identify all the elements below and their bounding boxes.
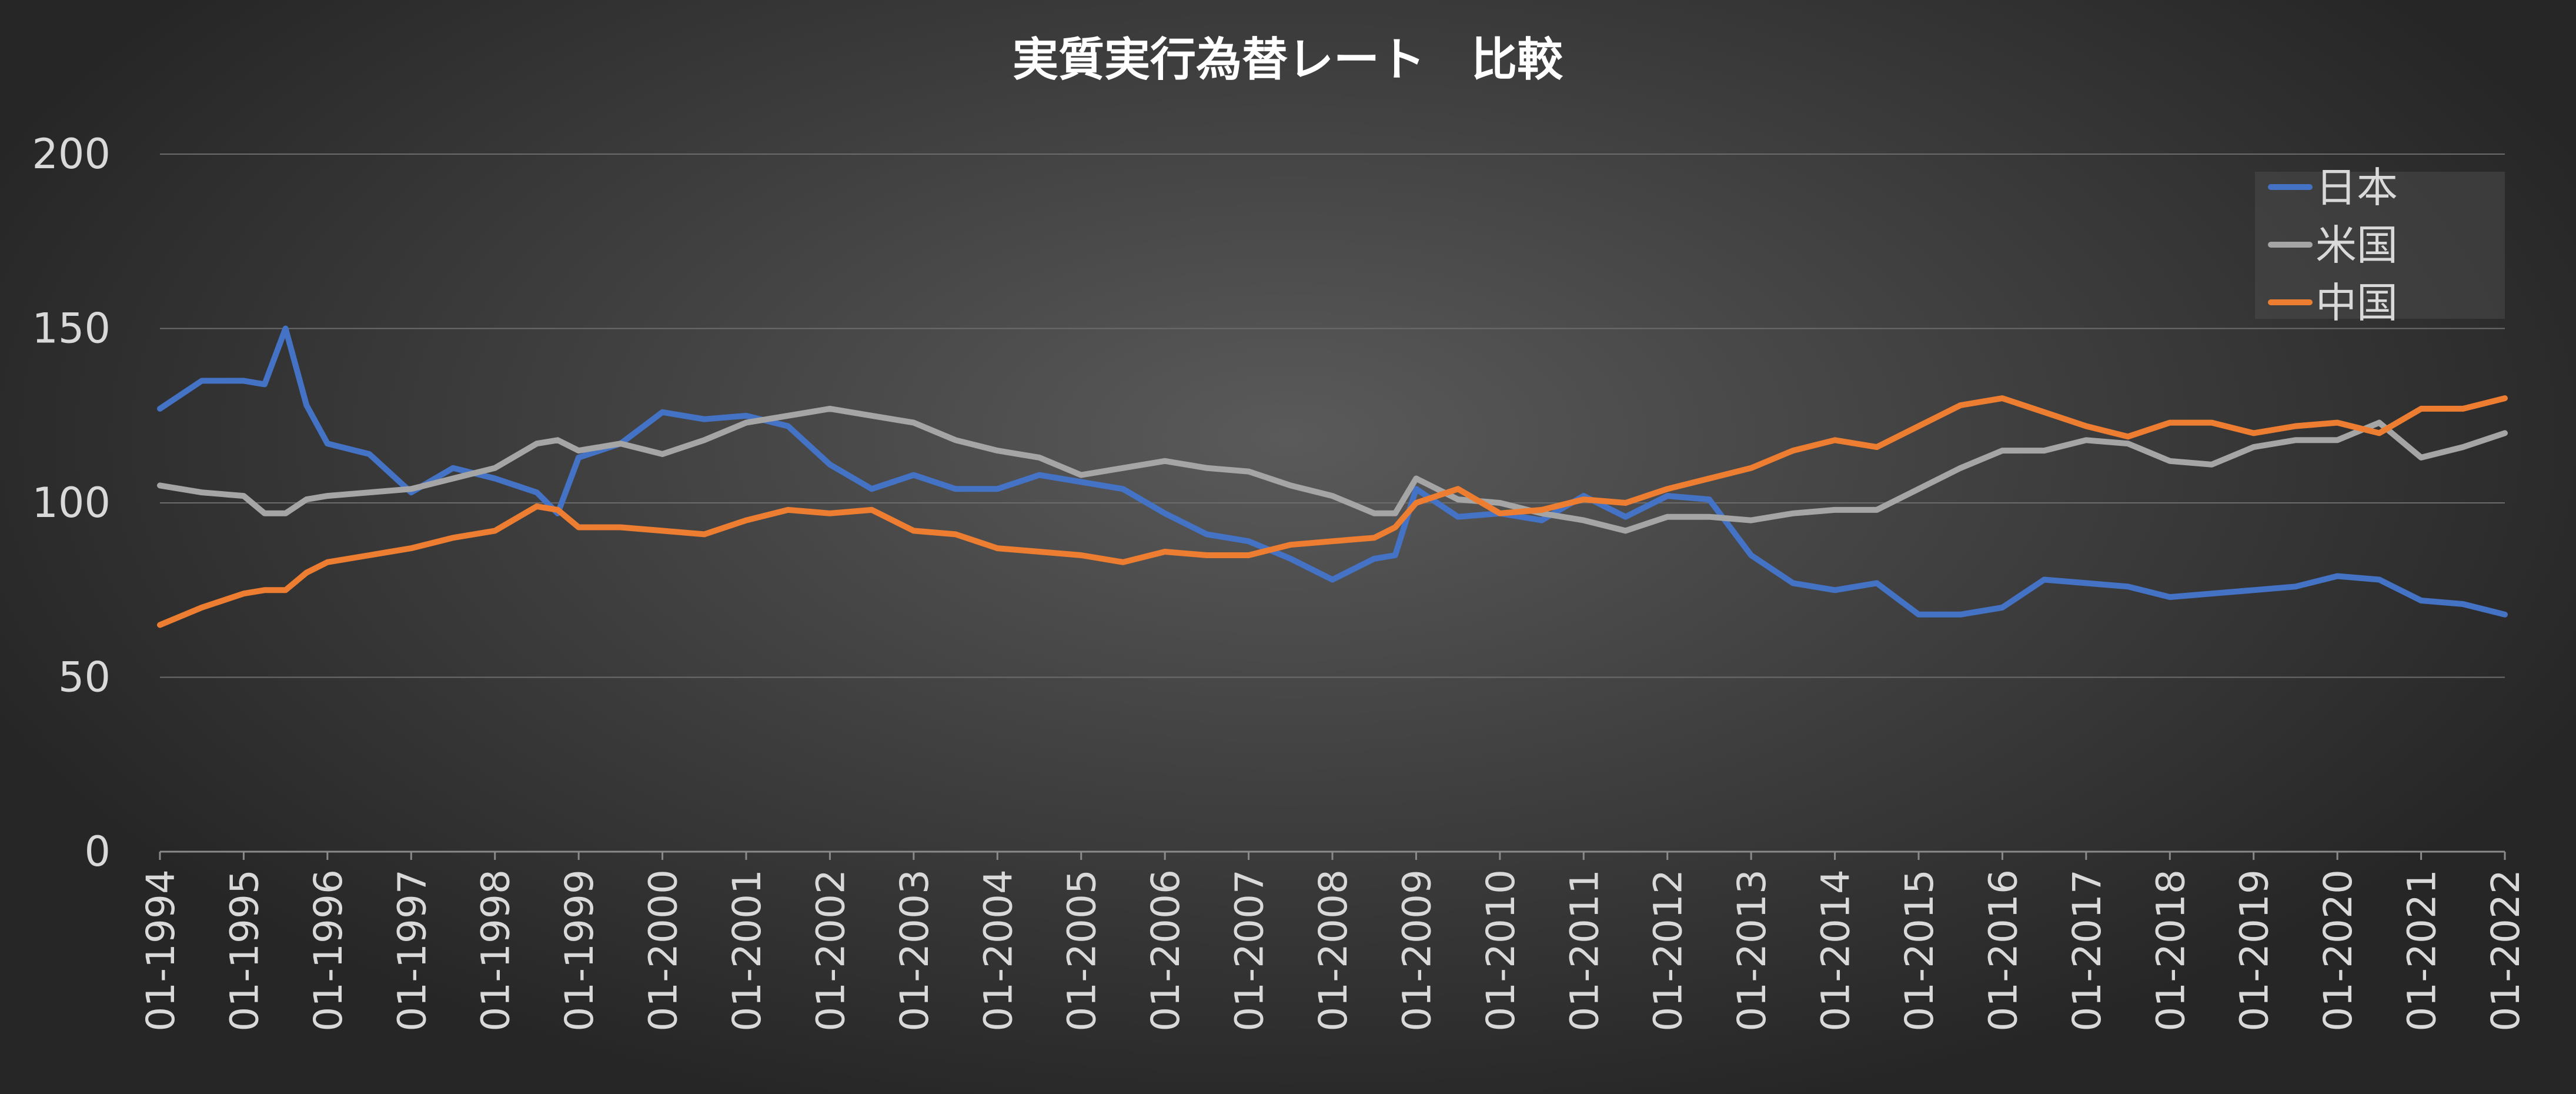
x-tick-label: 01-2016 [1980,869,2026,1032]
x-axis-ticks: 01-1994 01-1995 01-1996 01-1997 01-1998 01-19… [138,852,2528,1032]
series-lines [157,325,2508,628]
x-tick-label: 01-2019 [2232,869,2277,1032]
x-tick-label: 01-2001 [724,869,770,1032]
x-tick-label: 01-1998 [473,869,519,1032]
x-tick-label: 01-2000 [641,869,686,1032]
y-tick-label: 200 [32,130,111,178]
chart-title: 実質実行為替レート 比較 [1013,34,1563,86]
series-line-0 [157,325,2508,618]
legend-label-1: 米国 [2316,221,2398,269]
x-tick-label: 01-2018 [2148,869,2193,1032]
x-tick-label: 01-2003 [892,869,937,1032]
x-tick-label: 01-2020 [2316,869,2361,1032]
x-tick-label: 01-2011 [1562,869,1607,1032]
y-tick-label: 150 [32,305,111,353]
y-tick-label: 100 [32,479,111,527]
x-tick-label: 01-2014 [1813,869,1859,1032]
x-tick-label: 01-1999 [557,869,602,1032]
x-tick-label: 01-2008 [1311,869,1356,1032]
series-line-2 [157,395,2508,628]
legend-label-2: 中国 [2316,279,2398,327]
x-tick-label: 01-2006 [1143,869,1188,1032]
x-tick-label: 01-2021 [2400,869,2445,1032]
y-tick-label: 0 [84,828,111,876]
x-tick-label: 01-2009 [1394,869,1439,1032]
y-axis-ticks: 0 50 100 150 200 [32,130,111,876]
x-tick-label: 01-1996 [306,869,351,1032]
y-tick-label: 50 [58,653,111,702]
x-tick-label: 01-2015 [1897,869,1942,1032]
x-tick-label: 01-1994 [138,869,183,1032]
x-tick-label: 01-2013 [1729,869,1775,1032]
x-tick-label: 01-2022 [2483,869,2528,1032]
x-tick-label: 01-2010 [1478,869,1523,1032]
x-tick-label: 01-1997 [389,869,435,1032]
legend-label-0: 日本 [2316,164,2398,212]
x-tick-label: 01-2017 [2064,869,2110,1032]
x-tick-label: 01-2002 [808,869,853,1032]
x-tick-label: 01-1995 [222,869,267,1032]
x-tick-label: 01-2004 [975,869,1021,1032]
x-tick-label: 01-2012 [1646,869,1691,1032]
gridlines [160,154,2505,853]
x-tick-label: 01-2007 [1227,869,1272,1032]
series-line-1 [157,405,2508,534]
x-tick-label: 01-2005 [1060,869,1105,1032]
